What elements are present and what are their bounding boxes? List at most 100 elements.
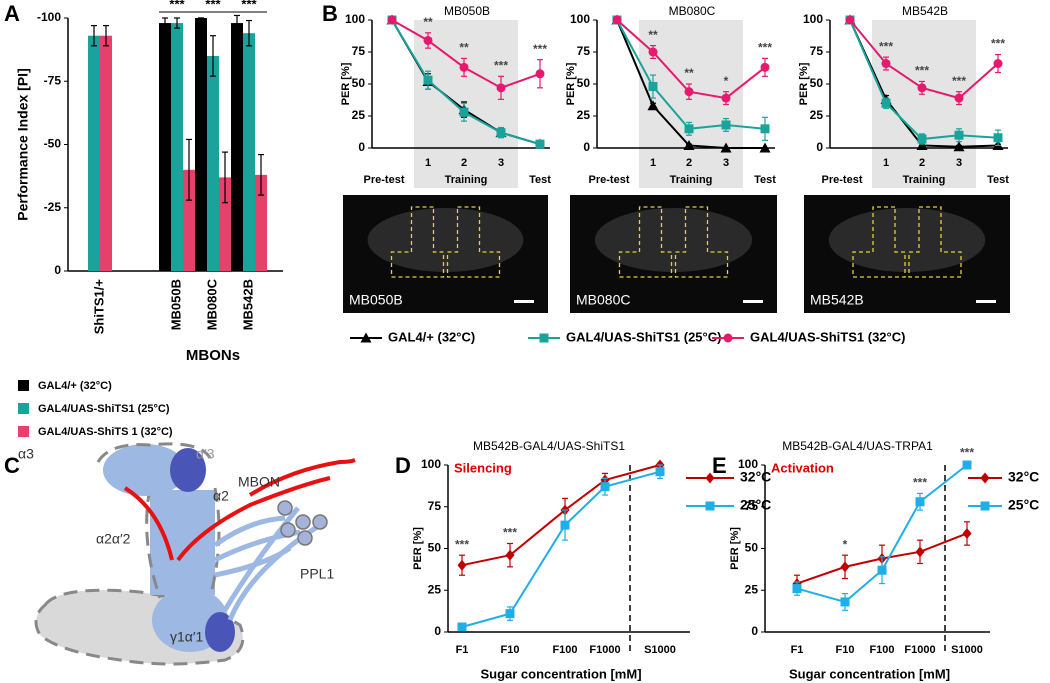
x-tick-label: F1 xyxy=(791,644,804,656)
x-tick-label: Pre-test xyxy=(589,174,630,186)
y-axis-title: PER [%] xyxy=(412,527,424,570)
x-tick-label: 2 xyxy=(686,157,692,169)
y-tick-label: 0 xyxy=(816,140,823,154)
significance: ** xyxy=(423,15,433,29)
mbon-neurites xyxy=(123,458,356,562)
significance: *** xyxy=(758,41,772,55)
marker xyxy=(496,83,506,93)
marker xyxy=(647,100,659,111)
bar xyxy=(88,35,100,272)
significance: *** xyxy=(205,0,221,11)
legend-label: 25°C xyxy=(1008,497,1039,513)
marker xyxy=(881,59,891,69)
y-tick-label: 75 xyxy=(352,44,366,58)
significance: *** xyxy=(241,0,257,11)
x-tick-label: 3 xyxy=(956,157,962,169)
marker xyxy=(705,501,715,511)
significance: ** xyxy=(459,41,469,55)
panel-letter: D xyxy=(395,453,411,478)
marker xyxy=(915,546,925,558)
significance: *** xyxy=(879,39,893,53)
y-tick-label: 0 xyxy=(583,140,590,154)
marker xyxy=(760,62,770,72)
bar xyxy=(100,35,112,272)
significance: ** xyxy=(684,66,694,80)
y-axis-title: PER [%] xyxy=(340,62,352,105)
marker xyxy=(916,139,928,150)
legend-label: GAL4/UAS-ShiTS1 (32°C) xyxy=(750,329,905,344)
marker xyxy=(684,124,694,134)
y-tick-label: 50 xyxy=(745,541,759,555)
y-tick-label: 0 xyxy=(54,263,61,277)
lobe-outline xyxy=(852,206,906,278)
marker xyxy=(980,472,990,484)
y-axis-title: PER [%] xyxy=(565,62,577,105)
marker xyxy=(721,93,731,103)
marker xyxy=(496,128,506,138)
alpha3 xyxy=(103,444,187,496)
significance: *** xyxy=(455,537,469,551)
y-tick-label: 100 xyxy=(803,12,823,26)
lobe-outline xyxy=(618,206,673,278)
lobe-outline xyxy=(908,206,962,278)
y-axis-title: PER [%] xyxy=(729,527,741,570)
panel-letter: A xyxy=(4,1,20,26)
marker xyxy=(684,87,694,97)
diagram-label: α3 xyxy=(18,446,34,462)
legend-swatch xyxy=(18,403,29,414)
marker xyxy=(721,120,731,130)
brain-glow xyxy=(367,208,524,272)
marker xyxy=(505,549,515,561)
marker xyxy=(612,15,622,25)
bar xyxy=(195,18,207,271)
y-axis-title: Performance Index [PI] xyxy=(15,68,31,221)
bar xyxy=(159,23,171,272)
y-tick-label: 0 xyxy=(434,624,441,638)
y-tick-label: 25 xyxy=(745,582,759,596)
marker xyxy=(845,15,855,25)
marker xyxy=(917,83,927,93)
x-tick-label: Pre-test xyxy=(364,174,405,186)
x-tick-label: F1 xyxy=(456,644,469,656)
image-label: MB542B xyxy=(810,292,864,308)
panel-letter: B xyxy=(322,1,338,26)
y-tick-label: 75 xyxy=(577,44,591,58)
legend-label: 25°C xyxy=(740,497,771,513)
significance: * xyxy=(843,537,848,551)
panel-letter: C xyxy=(4,453,20,478)
lobe-outline xyxy=(390,206,445,278)
bar xyxy=(255,174,267,271)
y-tick-label: -25 xyxy=(44,200,62,214)
x-tick-label: 3 xyxy=(498,157,504,169)
x-tick-label: 3 xyxy=(723,157,729,169)
marker xyxy=(917,134,927,144)
y-tick-label: 50 xyxy=(577,76,591,90)
scale-bar xyxy=(976,300,996,303)
bar xyxy=(171,23,183,272)
marker xyxy=(648,47,658,57)
y-tick-label: 75 xyxy=(810,44,824,58)
y-tick-label: 50 xyxy=(428,541,442,555)
marker xyxy=(915,497,925,507)
significance: *** xyxy=(494,58,508,72)
significance: *** xyxy=(533,42,547,56)
x-tick-label: F1000 xyxy=(589,644,620,656)
y-tick-label: 75 xyxy=(745,499,759,513)
mb-diagram: α3 α′3 MBON α2 α2α′2 PPL1 γ1α′1 xyxy=(18,442,356,666)
x-axis-title: Sugar concentration [mM] xyxy=(789,666,950,681)
legend-label: GAL4/+ (32°C) xyxy=(38,380,112,392)
chart-title: MB050B xyxy=(444,4,490,18)
chart-title: MB542B xyxy=(902,4,948,18)
x-tick-label: Test xyxy=(987,174,1009,186)
marker xyxy=(459,107,469,117)
diagram-label: α′3 xyxy=(196,446,215,462)
bar xyxy=(231,23,243,272)
image-label: MB080C xyxy=(576,292,630,308)
y-tick-label: 100 xyxy=(345,12,365,26)
bar xyxy=(243,33,255,272)
x-tick-label: MB050B xyxy=(168,279,183,330)
y-tick-label: 25 xyxy=(428,582,442,596)
alpha-lobe xyxy=(150,490,215,595)
chart-title: MB542B-GAL4/UAS-TRPA1 xyxy=(782,439,933,453)
brain-glow xyxy=(828,208,986,272)
